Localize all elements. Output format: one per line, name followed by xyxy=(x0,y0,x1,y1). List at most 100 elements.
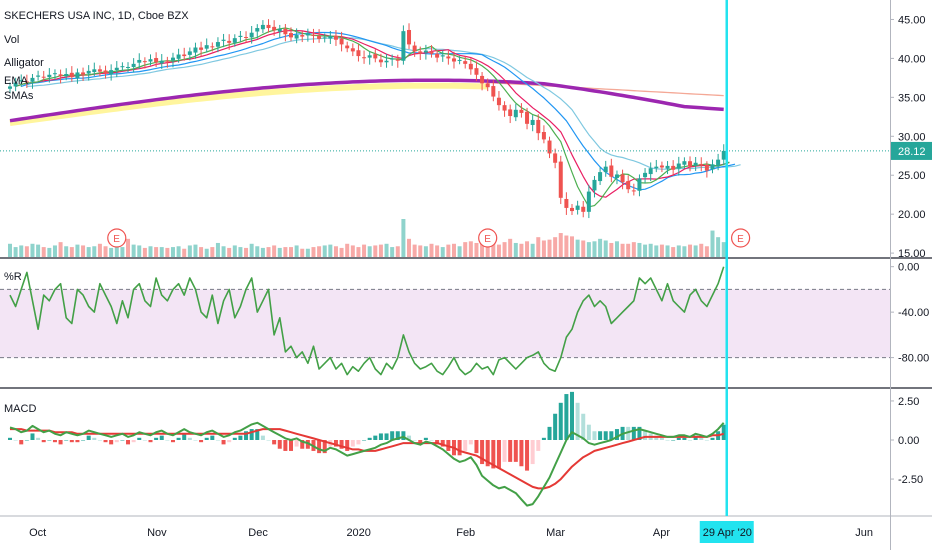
candle-body xyxy=(699,163,704,166)
volume-bar xyxy=(463,242,468,257)
volume-bar xyxy=(643,244,648,257)
macd-hist-bar xyxy=(586,424,591,440)
candle-body xyxy=(598,172,603,182)
candle-body xyxy=(693,162,698,166)
volume-bar xyxy=(322,245,327,257)
symbol-title[interactable]: SKECHERS USA INC, 1D, Cboe BZX xyxy=(4,10,189,22)
macd-hist-bar xyxy=(463,440,468,451)
volume-bar xyxy=(491,242,496,257)
candle-body xyxy=(586,191,591,212)
legend-smas[interactable]: SMAs xyxy=(4,90,34,102)
volume-bar xyxy=(52,245,57,257)
candle-body xyxy=(564,198,569,208)
candle-body xyxy=(199,47,204,50)
volume-bar xyxy=(187,245,192,257)
macd-hist-bar xyxy=(671,440,676,441)
volume-bar xyxy=(232,245,237,257)
volume-bar xyxy=(581,240,586,257)
macd-hist-bar xyxy=(626,426,631,440)
candle-body xyxy=(19,80,24,82)
earnings-marker xyxy=(478,228,498,248)
macd-hist-bar xyxy=(637,426,642,440)
candle-body xyxy=(659,165,664,168)
candle-body xyxy=(620,174,625,183)
volume-bar xyxy=(221,246,226,257)
candle-body xyxy=(187,51,192,55)
volume-bar xyxy=(721,242,726,257)
price-axis-label: 40.00 xyxy=(898,53,926,65)
candle-body xyxy=(513,109,518,118)
macd-hist-bar xyxy=(24,440,29,441)
candle-body xyxy=(390,58,395,60)
volume-bar xyxy=(339,247,344,257)
macd-hist-bar xyxy=(513,440,518,462)
candle-body xyxy=(530,119,535,125)
macd-hist-bar xyxy=(350,440,355,447)
volume-bar xyxy=(564,235,569,257)
macd-hist-bar xyxy=(339,440,344,449)
earnings-marker xyxy=(107,228,127,248)
macd-hist-bar xyxy=(541,437,546,440)
candle-body xyxy=(373,54,378,59)
candle-body xyxy=(97,69,102,72)
candle-body xyxy=(446,56,451,59)
candle-body xyxy=(30,77,35,82)
legend-alligator[interactable]: Alligator xyxy=(4,57,44,69)
candle-body xyxy=(345,45,350,49)
volume-bar xyxy=(300,248,305,257)
candle-body xyxy=(249,32,254,38)
legend-ema[interactable]: EMA xyxy=(4,75,28,87)
candle-body xyxy=(671,165,676,170)
crosshair-date-badge xyxy=(699,521,754,543)
macd-hist-bar xyxy=(665,440,670,441)
volume-bar xyxy=(170,247,175,257)
macd-hist-bar xyxy=(412,440,417,441)
volume-bar xyxy=(626,243,631,257)
candle-body xyxy=(575,205,580,210)
macd-hist-bar xyxy=(41,440,46,443)
volume-bar xyxy=(418,245,423,257)
macd-hist-bar xyxy=(137,437,142,440)
candle-body xyxy=(255,28,260,32)
volume-bar xyxy=(97,243,102,257)
volume-bar xyxy=(384,243,389,257)
macd-hist-bar xyxy=(564,394,569,440)
candle-body xyxy=(311,34,316,36)
wr-band xyxy=(0,289,890,358)
candle-body xyxy=(480,75,485,84)
volume-bar xyxy=(558,233,563,257)
macd-pane-title[interactable]: MACD xyxy=(4,403,37,415)
macd-hist-bar xyxy=(255,429,260,440)
candle-body xyxy=(244,36,249,38)
volume-bar xyxy=(210,247,215,257)
volume-bar xyxy=(525,241,530,257)
legend-vol[interactable]: Vol xyxy=(4,34,20,46)
macd-hist-bar xyxy=(659,437,664,440)
volume-bar xyxy=(407,238,412,257)
volume-bar xyxy=(114,245,119,257)
macd-hist-bar xyxy=(519,440,524,467)
candle-body xyxy=(165,60,170,62)
volume-bar xyxy=(412,244,417,257)
volume-bar xyxy=(435,245,440,257)
earnings-marker xyxy=(730,228,751,248)
candle-body xyxy=(86,70,91,74)
candle-body xyxy=(232,38,237,43)
candle-body xyxy=(317,35,322,39)
volume-bar xyxy=(47,247,52,257)
candle-body xyxy=(688,161,693,167)
wr-pane-title[interactable]: %R xyxy=(4,271,22,283)
macd-hist-bar xyxy=(474,440,479,454)
macd-hist-bar xyxy=(525,440,530,471)
volume-bar xyxy=(305,248,310,257)
volume-bar xyxy=(570,236,574,257)
volume-bar xyxy=(513,242,518,257)
volume-bar xyxy=(373,245,378,257)
macd-hist-bar xyxy=(305,440,310,449)
wr-axis-label: -80.00 xyxy=(898,353,929,365)
price-axis-label: 30.00 xyxy=(898,131,926,143)
volume-bar xyxy=(227,247,232,257)
macd-hist-bar xyxy=(643,431,648,440)
